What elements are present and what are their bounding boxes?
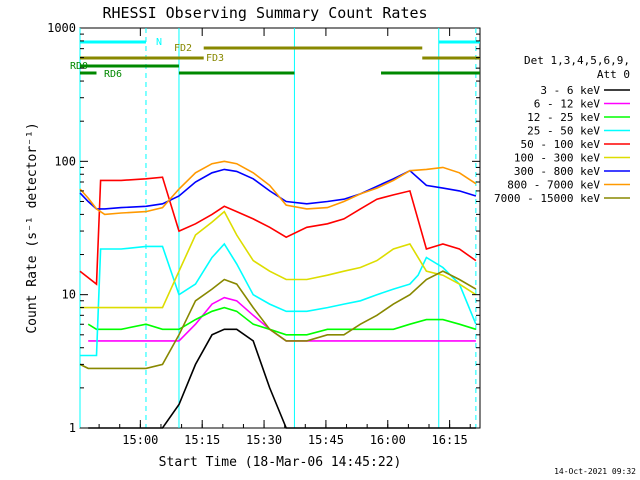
footer-timestamp: 14-Oct-2021 09:32 — [554, 467, 636, 476]
legend-label-4: 25 - 50 keV — [527, 125, 600, 138]
y-axis-label: Count Rate (s⁻¹ detector⁻¹) — [25, 122, 40, 333]
y-tick-label: 100 — [54, 154, 76, 168]
x-axis-label: Start Time (18-Mar-06 14:45:22) — [159, 455, 402, 470]
interval-label-rd0: RD0 — [70, 61, 88, 72]
series-line-4 — [80, 242, 477, 357]
legend-header-line-1: Det 1,3,4,5,6,9, — [524, 54, 630, 67]
time-markers — [79, 28, 477, 428]
legend-header-line-2: Att 0 — [597, 68, 630, 81]
x-tick-label: 15:00 — [122, 433, 158, 447]
interval-label-fd3: FD3 — [206, 53, 224, 64]
legend-label-6: 100 - 300 keV — [514, 152, 600, 165]
x-tick-label: 15:15 — [184, 433, 220, 447]
x-tick-label: 16:00 — [370, 433, 406, 447]
legend-label-7: 300 - 800 keV — [514, 165, 600, 178]
series-line-7 — [79, 168, 477, 210]
legend-label-1: 3 - 6 keV — [540, 84, 600, 97]
y-tick-label: 1000 — [47, 21, 76, 35]
attenuator-intervals: N FD2 FD3 RD0 RD6 — [70, 37, 480, 80]
series-group — [79, 160, 477, 429]
legend-label-8: 800 - 7000 keV — [507, 179, 600, 192]
legend-label-2: 6 - 12 keV — [534, 98, 601, 111]
y-tick-label: 10 — [62, 288, 76, 302]
x-tick-label: 15:45 — [308, 433, 344, 447]
series-line-9 — [79, 270, 477, 370]
series-line-8 — [79, 160, 477, 216]
x-tick-label: 16:15 — [432, 433, 468, 447]
interval-label-fd2: FD2 — [174, 43, 192, 54]
chart-title: RHESSI Observing Summary Count Rates — [102, 4, 427, 22]
interval-label-n: N — [156, 37, 162, 48]
legend-label-5: 50 - 100 keV — [521, 138, 601, 151]
y-tick-label: 1 — [69, 421, 76, 435]
y-axis: 1 10 100 1000 — [47, 21, 480, 435]
x-tick-label: 15:30 — [246, 433, 282, 447]
legend-label-9: 7000 - 15000 keV — [494, 192, 600, 205]
series-line-6 — [80, 210, 477, 309]
interval-label-rd6: RD6 — [104, 69, 122, 80]
legend-label-3: 12 - 25 keV — [527, 111, 600, 124]
series-line-5 — [79, 176, 477, 286]
series-line-3 — [87, 306, 477, 336]
series-line-1 — [88, 328, 476, 429]
x-axis: 15:00 15:15 15:30 15:45 16:00 16:15 — [98, 28, 471, 447]
